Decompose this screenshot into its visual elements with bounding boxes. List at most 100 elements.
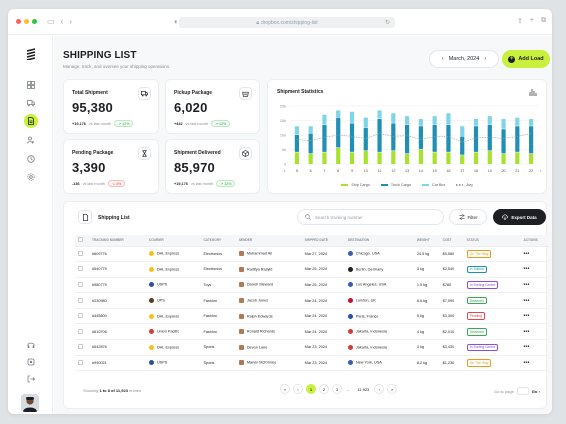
bar-truck-cargo [432, 124, 437, 152]
page-1-button[interactable]: 1 [306, 384, 316, 394]
prev-page-button[interactable]: ‹ [293, 384, 303, 394]
row-checkbox[interactable] [78, 344, 83, 350]
search-input[interactable]: Search tracking number [297, 209, 444, 225]
column-header[interactable]: COST [439, 235, 464, 247]
tabs-overview-icon[interactable]: ⧉ [541, 17, 546, 24]
column-header[interactable]: SENDER [235, 235, 302, 247]
page-3-button[interactable]: 3 [332, 384, 342, 394]
page-2-button[interactable]: 2 [319, 384, 329, 394]
cost-text: $3,430 [442, 345, 455, 350]
reload-icon[interactable]: ↻ [384, 20, 390, 26]
more-actions-icon[interactable]: ••• [523, 266, 530, 273]
column-header[interactable]: COURIER [145, 235, 201, 247]
cell-sender: Raditya Rasyid [235, 261, 302, 278]
goto-page-input[interactable] [516, 387, 529, 395]
new-tab-icon[interactable]: + [529, 17, 534, 24]
more-actions-icon[interactable]: ••• [523, 344, 530, 351]
column-header[interactable]: DESTINATION [344, 235, 414, 247]
stat-icon-box [239, 147, 252, 160]
table-row[interactable]: #230980 UPS Fashion Jacob Jones Mar 24, 2024… [75, 292, 549, 309]
legend-truck-cargo[interactable]: Truck Cargo [380, 183, 411, 187]
next-page-button[interactable]: › [374, 384, 385, 394]
first-page-button[interactable]: « [280, 384, 290, 394]
legend-avg[interactable]: Avg [456, 183, 473, 187]
legend-ship-cargo[interactable]: Ship Cargo [341, 183, 370, 187]
lock-icon: 🔒︎ [256, 19, 259, 26]
sidebar-item-history[interactable] [24, 152, 38, 166]
row-select-cell [75, 323, 89, 341]
row-select-cell [75, 277, 89, 294]
date-picker[interactable]: ‹ March, 2024 › [429, 50, 499, 68]
filter-button[interactable]: Filter [449, 209, 487, 225]
row-checkbox[interactable] [78, 359, 83, 365]
more-actions-icon[interactable]: ••• [523, 328, 530, 335]
more-actions-icon[interactable]: ••• [523, 359, 530, 366]
more-actions-icon[interactable]: ••• [523, 297, 530, 304]
stat-period: vs last month [82, 181, 105, 186]
row-checkbox[interactable] [78, 266, 83, 272]
legend-car-box[interactable]: Car Box [421, 183, 445, 187]
sidebar-toggle-icon[interactable]: ▭ [47, 16, 55, 26]
prev-month-icon[interactable]: ‹ [441, 56, 444, 62]
sidebar-item-logout[interactable] [24, 372, 38, 386]
column-header[interactable]: ACTIONS [520, 235, 549, 247]
back-icon[interactable]: ‹ [60, 16, 64, 26]
select-all-header[interactable] [75, 235, 89, 247]
shield-icon[interactable]: ◐ [174, 17, 179, 26]
minimize-window-dot[interactable] [24, 19, 29, 24]
column-header[interactable]: SHIPPED DATE [301, 235, 345, 247]
close-window-dot[interactable] [16, 19, 21, 24]
bar-truck-cargo [322, 124, 327, 152]
row-checkbox[interactable] [78, 250, 83, 256]
sidebar-item-dashboard[interactable] [24, 78, 38, 92]
table-row[interactable]: #980775 USPS Toys Darrell Steward Mar 25, 20… [75, 277, 549, 294]
column-header[interactable]: WEIGHT [413, 235, 440, 247]
cloud-download-icon [502, 214, 509, 220]
table-row[interactable]: #990021 USPS Sports Marvin McKinney Mar 23, … [75, 355, 549, 372]
more-actions-icon[interactable]: ••• [523, 281, 530, 288]
row-checkbox[interactable] [78, 313, 83, 319]
select-all-checkbox[interactable] [78, 237, 83, 243]
column-header[interactable]: TRACKING NUMBER [89, 235, 146, 247]
go-button[interactable]: Go › [531, 388, 540, 394]
maximize-window-dot[interactable] [32, 19, 37, 24]
sidebar-item-users[interactable] [24, 133, 38, 147]
destination-text: New York, USA [355, 360, 382, 365]
user-avatar[interactable] [21, 394, 39, 412]
sidebar-item-shipping-list[interactable] [24, 114, 38, 128]
address-bar[interactable]: 🔒︎ dropbox.com/shipping-list ↻ [179, 17, 395, 28]
tracking-text: #445600 [92, 314, 107, 319]
sidebar-item-settings[interactable] [24, 170, 38, 184]
bar-ship-cargo [308, 153, 313, 164]
more-actions-icon[interactable]: ••• [523, 250, 530, 257]
share-icon[interactable]: ⇪ [517, 18, 523, 25]
export-data-button[interactable]: Export Data [493, 209, 546, 225]
bar-ship-cargo [377, 152, 382, 164]
forward-icon[interactable]: › [69, 16, 72, 26]
add-load-button[interactable]: + Add Load [502, 50, 550, 68]
next-month-icon[interactable]: › [484, 56, 487, 62]
headset-icon [27, 342, 35, 348]
table-row[interactable]: #610706 Union Pacific Fashion Ronald Richar… [75, 323, 549, 341]
trend-pct: 12% [224, 181, 232, 186]
legend-swatch [341, 184, 349, 186]
last-page-number-button[interactable]: 11,923 [357, 386, 370, 392]
x-tick-label: 14 [419, 169, 423, 173]
last-page-button[interactable]: » [387, 384, 398, 394]
row-checkbox[interactable] [78, 297, 83, 303]
status-badge: Pending [466, 312, 486, 320]
bar-chart-icon[interactable] [528, 87, 538, 97]
column-header[interactable]: CATEGORY [200, 235, 236, 247]
row-checkbox[interactable] [78, 328, 83, 334]
sidebar-item-support[interactable] [24, 338, 38, 352]
column-header[interactable]: STATUS [463, 235, 521, 247]
row-checkbox[interactable] [78, 281, 83, 287]
table-row[interactable]: #445600 DHL Express Fashion Ralph Edwards Ma… [75, 308, 549, 325]
sidebar-item-shipments[interactable] [24, 96, 38, 110]
more-actions-icon[interactable]: ••• [523, 313, 530, 320]
cell-destination: New York, USA [344, 355, 414, 372]
table-row[interactable]: #542876 DHL Express Sports Devon Lane Mar 23… [75, 339, 549, 356]
sidebar-item-preferences[interactable] [24, 355, 38, 369]
table-row[interactable]: #609776 DHL Express Electronics Muhammad Al… [75, 246, 549, 263]
table-row[interactable]: #540775 DHL Express Electronics Raditya Ras… [75, 261, 549, 278]
